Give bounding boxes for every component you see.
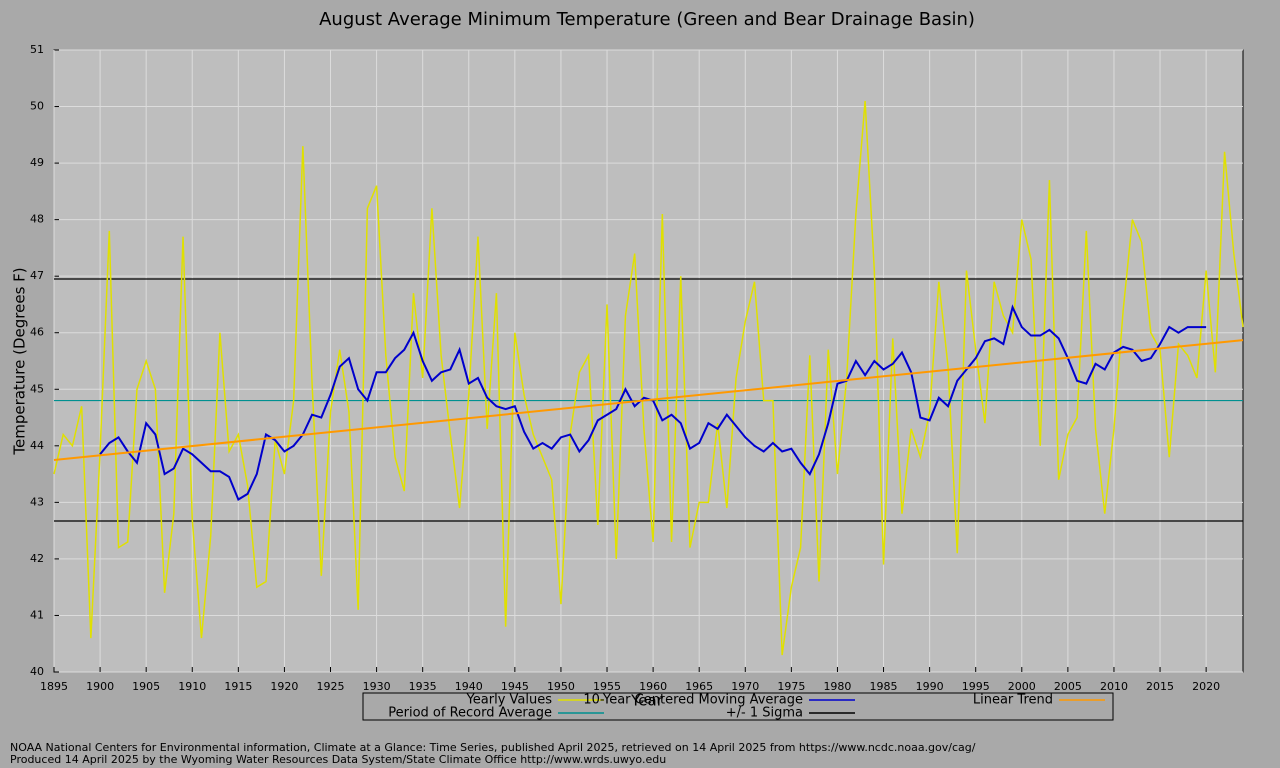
x-tick-label: 1930 (363, 680, 391, 693)
y-axis-label: Temperature (Degrees F) (11, 267, 29, 455)
y-tick-label: 41 (30, 608, 44, 621)
legend-label: Period of Record Average (388, 706, 552, 721)
y-tick-label: 51 (30, 43, 44, 56)
x-tick-label: 1950 (547, 680, 575, 693)
footer: Produced 14 April 2025 by the Wyoming Wa… (10, 753, 666, 766)
x-tick-label: 1900 (86, 680, 114, 693)
y-tick-label: 45 (30, 382, 44, 395)
x-tick-label: 1920 (270, 680, 298, 693)
series-line (99, 304, 1207, 502)
x-tick-label: 1970 (731, 680, 759, 693)
grid (53, 49, 1243, 673)
y-tick-label: 43 (30, 495, 44, 508)
x-tick-label: 1980 (823, 680, 851, 693)
x-tick-label: 1915 (224, 680, 252, 693)
plot-area (53, 49, 1244, 673)
legend-label: 10-Year Centered Moving Average (583, 693, 803, 708)
footer: NOAA National Centers for Environmental … (10, 741, 976, 754)
x-tick-label: 1925 (317, 680, 345, 693)
x-tick-label: 1990 (916, 680, 944, 693)
y-tick-label: 42 (30, 552, 44, 565)
y-tick-label: 50 (30, 100, 44, 113)
legend-label: +/- 1 Sigma (726, 706, 803, 721)
x-tick-label: 2010 (1100, 680, 1128, 693)
series-line (53, 100, 1244, 656)
x-tick-label: 1935 (409, 680, 437, 693)
x-tick-label: 1910 (178, 680, 206, 693)
x-tick-label: 1955 (593, 680, 621, 693)
x-tick-label: 1945 (501, 680, 529, 693)
legend-label: Yearly Values (466, 693, 553, 708)
legend-label: Linear Trend (973, 693, 1053, 708)
x-tick-label: 1960 (639, 680, 667, 693)
y-tick-label: 49 (30, 156, 44, 169)
x-tick-label: 1995 (962, 680, 990, 693)
y-tick-label: 46 (30, 326, 44, 339)
x-tick-label: 1975 (777, 680, 805, 693)
x-tick-label: 1905 (132, 680, 160, 693)
legend-entries: Yearly Values 10-Year Centered Moving Ave… (388, 693, 1105, 721)
x-tick-label: 1940 (455, 680, 483, 693)
x-tick-label: 1985 (870, 680, 898, 693)
series-line (53, 339, 1244, 461)
y-tick-label: 40 (30, 665, 44, 678)
x-tick-label: 2000 (1008, 680, 1036, 693)
x-axis-label: Year (630, 692, 664, 710)
y-tick-label: 47 (30, 269, 44, 282)
x-tick-label: 2015 (1146, 680, 1174, 693)
x-tick-label: 2005 (1054, 680, 1082, 693)
y-tick-label: 48 (30, 213, 44, 226)
chart-title: August Average Minimum Temperature (Gree… (319, 9, 975, 30)
x-tick-label: 2020 (1192, 680, 1220, 693)
y-tick-label: 44 (30, 439, 44, 452)
legend (362, 692, 1114, 721)
x-tick-label: 1965 (685, 680, 713, 693)
marks (53, 100, 1244, 656)
x-tick-label: 1895 (40, 680, 68, 693)
